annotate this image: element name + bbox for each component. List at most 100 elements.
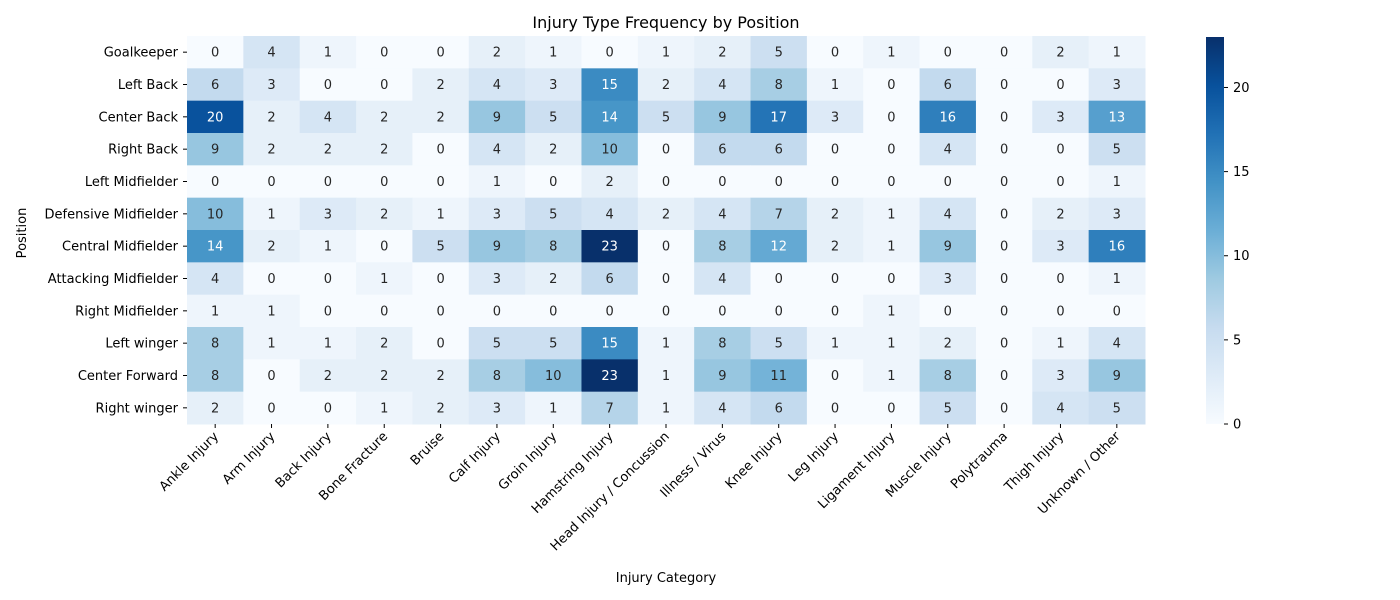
heatmap-cell [637, 327, 695, 360]
cell-value-label: 0 [662, 175, 670, 190]
cell-value-label: 0 [944, 304, 952, 319]
cell-value-label: 5 [775, 46, 783, 61]
cell-value-label: 0 [324, 304, 332, 319]
cell-value-label: 1 [887, 369, 895, 384]
heatmap-cell [863, 230, 921, 263]
heatmap-cell [581, 133, 639, 166]
cell-value-label: 4 [267, 46, 275, 61]
cell-value-label: 4 [944, 143, 952, 158]
heatmap-cell [975, 133, 1033, 166]
heatmap-cell [187, 294, 244, 328]
cell-value-label: 6 [606, 272, 614, 287]
heatmap-cell [468, 262, 526, 296]
heatmap-cell [694, 230, 752, 263]
cell-value-label: 0 [887, 143, 895, 158]
cell-value-label: 3 [1113, 78, 1121, 93]
heatmap-cell [919, 327, 977, 360]
cell-value-label: 0 [211, 175, 219, 190]
cell-value-label: 3 [831, 110, 839, 125]
cell-value-label: 0 [1056, 272, 1064, 287]
cell-value-label: 2 [493, 46, 501, 61]
heatmap-cell [750, 197, 808, 231]
heatmap-cell [187, 36, 244, 69]
cell-value-label: 0 [831, 401, 839, 416]
cell-value-label: 0 [436, 337, 444, 352]
cell-value-label: 0 [1056, 78, 1064, 93]
heatmap-cell [468, 100, 526, 134]
cell-value-label: 17 [770, 110, 787, 125]
cell-value-label: 8 [211, 337, 219, 352]
heatmap-cell [525, 391, 582, 425]
cell-value-label: 3 [1113, 207, 1121, 222]
x-axis-label: Injury Category [616, 571, 717, 586]
cell-value-label: 1 [211, 304, 219, 319]
cell-value-label: 0 [436, 175, 444, 190]
heatmap-cell [919, 294, 977, 328]
cell-value-label: 5 [662, 110, 670, 125]
y-tick-label: Central Midfielder [62, 240, 179, 255]
cell-value-label: 1 [662, 369, 670, 384]
heatmap-cell [863, 262, 921, 296]
cell-value-label: 6 [775, 401, 783, 416]
cell-value-label: 9 [1113, 369, 1121, 384]
cell-value-label: 0 [1000, 46, 1008, 61]
cell-value-label: 3 [324, 207, 332, 222]
cell-value-label: 0 [662, 240, 670, 255]
cell-value-label: 0 [1000, 304, 1008, 319]
cell-value-label: 1 [324, 46, 332, 61]
heatmap-cell [750, 359, 808, 393]
heatmap-cell [468, 133, 526, 166]
heatmap-cell [637, 294, 695, 328]
heatmap-cell [637, 230, 695, 263]
heatmap-cell [187, 327, 244, 360]
cell-value-label: 10 [601, 143, 618, 158]
cell-value-label: 15 [601, 337, 618, 352]
cell-value-label: 2 [380, 337, 388, 352]
cell-value-label: 0 [549, 175, 557, 190]
cell-value-label: 0 [211, 46, 219, 61]
cell-value-label: 0 [887, 401, 895, 416]
heatmap-cell [525, 262, 582, 296]
x-tick-label: Ankle Injury [157, 429, 223, 495]
heatmap-cell [975, 262, 1033, 296]
heatmap-cell [919, 100, 977, 134]
cell-value-label: 15 [601, 78, 618, 93]
cell-value-label: 14 [601, 110, 618, 125]
heatmap-cell [412, 294, 470, 328]
heatmap-cell [863, 133, 921, 166]
cell-value-label: 6 [211, 78, 219, 93]
heatmap-cell [637, 68, 695, 102]
heatmap-cell [694, 165, 752, 199]
heatmap-cell [919, 359, 977, 393]
cell-value-label: 0 [267, 272, 275, 287]
colorbar-tick-label: 20 [1233, 81, 1250, 96]
heatmap-cell [581, 327, 639, 360]
heatmap-cell [243, 359, 301, 393]
cell-value-label: 9 [718, 110, 726, 125]
heatmap-cell [863, 391, 921, 425]
heatmap-cell [581, 100, 639, 134]
heatmap-cell [1088, 197, 1146, 231]
heatmap-cell [299, 197, 357, 231]
heatmap-cell [299, 230, 357, 263]
y-tick-label: Center Back [99, 110, 179, 125]
heatmap-cell [863, 359, 921, 393]
heatmap-cell [243, 391, 301, 425]
heatmap-cell [1032, 391, 1090, 425]
heatmap-cell [468, 359, 526, 393]
cell-value-label: 4 [718, 272, 726, 287]
cell-value-label: 3 [267, 78, 275, 93]
cell-value-label: 4 [493, 78, 501, 93]
cell-value-label: 0 [831, 369, 839, 384]
heatmap-cell [581, 68, 639, 102]
heatmap-cell [750, 133, 808, 166]
cell-value-label: 1 [324, 337, 332, 352]
cell-value-label: 0 [1000, 401, 1008, 416]
cell-value-label: 0 [775, 304, 783, 319]
heatmap-cell [356, 230, 413, 263]
heatmap-cell [299, 359, 357, 393]
heatmap-cell [750, 327, 808, 360]
heatmap-cell [412, 230, 470, 263]
heatmap-cell [1032, 36, 1090, 69]
cell-value-label: 0 [662, 272, 670, 287]
